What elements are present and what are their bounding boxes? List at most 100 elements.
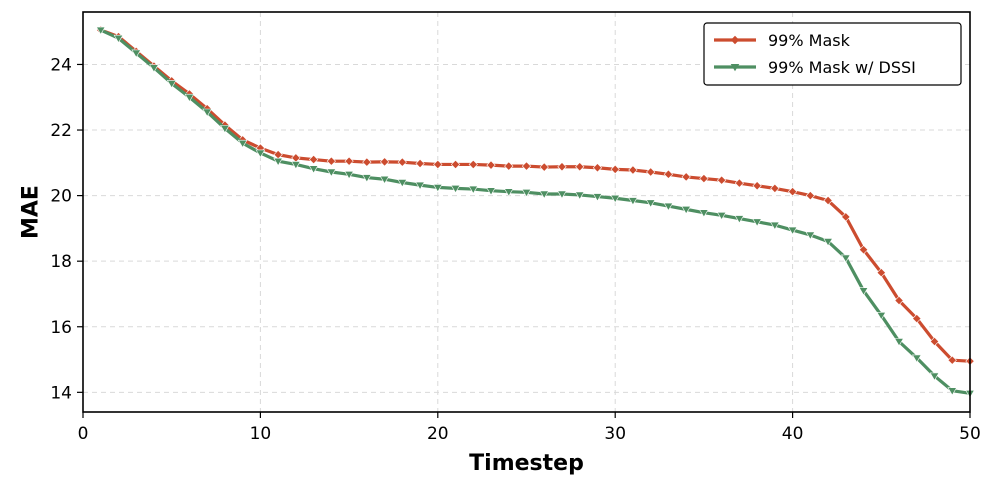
legend-entry: 99% Mask w/ DSSI (714, 58, 916, 77)
data-point-triangle (628, 197, 638, 206)
data-point-diamond (610, 164, 620, 175)
legend-label: 99% Mask w/ DSSI (768, 58, 916, 77)
data-point-diamond (362, 157, 372, 167)
data-point-triangle (610, 194, 621, 204)
x-tick-label: 40 (782, 424, 804, 444)
data-point-triangle (911, 354, 922, 363)
data-point-triangle (95, 26, 106, 35)
data-point-diamond (628, 165, 638, 175)
x-tick-label: 10 (250, 424, 272, 444)
data-point-triangle (947, 387, 958, 396)
data-point-triangle (237, 139, 248, 149)
data-point-diamond (521, 161, 532, 171)
data-point-diamond (433, 159, 443, 170)
data-point-diamond (592, 163, 603, 173)
legend-box (703, 22, 962, 86)
data-point-triangle (255, 149, 266, 158)
data-point-diamond (805, 190, 815, 201)
data-point-triangle (220, 125, 230, 134)
data-point-triangle (166, 80, 177, 89)
data-point-triangle (681, 206, 691, 215)
y-tick-label: 14 (50, 383, 72, 403)
data-point-diamond (787, 187, 798, 197)
y-tick-label: 16 (50, 318, 72, 338)
data-point-triangle (770, 221, 780, 231)
data-point-diamond (663, 169, 674, 179)
y-tick-label: 20 (50, 187, 72, 207)
data-point-triangle (131, 49, 142, 58)
data-point-triangle (415, 181, 425, 191)
data-point-triangle (663, 202, 674, 211)
data-point-diamond (858, 245, 869, 255)
data-point-triangle (291, 161, 301, 170)
data-point-triangle (805, 231, 816, 240)
data-point-diamond (717, 175, 727, 185)
data-point-diamond (379, 157, 390, 167)
data-point-triangle (184, 93, 195, 103)
data-point-triangle (149, 64, 159, 73)
data-point-diamond (823, 195, 833, 206)
x-tick-label: 0 (78, 424, 89, 444)
legend-diamond-marker (730, 35, 740, 45)
x-axis-title: Timestep (469, 451, 584, 476)
data-point-diamond (273, 149, 283, 160)
data-point-diamond (699, 173, 709, 184)
axis-ticks: 0 10 20 30 40 50 14 16 18 20 22 24 (50, 55, 980, 444)
data-point-triangle (699, 209, 709, 218)
legend-entry: 99% Mask (714, 31, 851, 50)
x-tick-label: 30 (604, 424, 626, 444)
data-point-triangle (326, 168, 337, 177)
data-point-diamond (734, 178, 745, 188)
data-point-diamond (681, 172, 691, 182)
data-point-triangle (113, 34, 124, 44)
data-point-triangle (450, 185, 461, 194)
data-point-diamond (415, 158, 425, 169)
data-point-diamond (557, 162, 567, 172)
data-point-diamond (646, 167, 656, 177)
data-point-diamond (929, 336, 940, 347)
series-lines (95, 25, 975, 399)
data-point-diamond (752, 181, 762, 191)
data-point-triangle (273, 157, 283, 167)
data-point-triangle (823, 238, 833, 247)
data-point-triangle (379, 175, 390, 185)
data-point-diamond (894, 295, 904, 306)
data-point-diamond (291, 153, 301, 163)
y-tick-label: 24 (50, 55, 72, 75)
y-tick-label: 18 (50, 252, 72, 272)
data-point-diamond (770, 183, 780, 194)
data-point-triangle (468, 185, 479, 194)
data-point-triangle (557, 190, 567, 199)
data-point-triangle (432, 184, 443, 193)
y-tick-label: 22 (50, 121, 72, 141)
series-group (95, 26, 975, 399)
data-point-triangle (486, 187, 496, 196)
data-point-diamond (308, 154, 319, 165)
data-point-triangle (362, 174, 372, 183)
data-point-triangle (894, 338, 904, 347)
data-point-triangle (344, 170, 354, 180)
data-point-triangle (521, 189, 532, 198)
data-point-diamond (397, 157, 407, 167)
data-point-triangle (734, 215, 745, 224)
legend-triangle-marker (730, 63, 740, 72)
data-point-diamond (486, 160, 496, 170)
legend: 99% Mask 99% Mask w/ DSSI (703, 22, 962, 86)
data-point-diamond (450, 159, 461, 170)
data-point-diamond (575, 162, 585, 172)
data-point-triangle (840, 254, 851, 263)
x-tick-label: 50 (959, 424, 981, 444)
data-point-diamond (876, 268, 886, 278)
data-point-diamond (539, 162, 549, 172)
data-point-diamond (947, 355, 957, 365)
data-point-triangle (858, 287, 869, 296)
data-point-triangle (539, 190, 550, 199)
data-point-triangle (574, 191, 585, 200)
data-point-triangle (308, 165, 319, 174)
data-point-triangle (929, 372, 940, 381)
data-point-triangle (592, 193, 603, 202)
data-point-triangle (787, 226, 798, 235)
data-point-diamond (326, 156, 336, 166)
